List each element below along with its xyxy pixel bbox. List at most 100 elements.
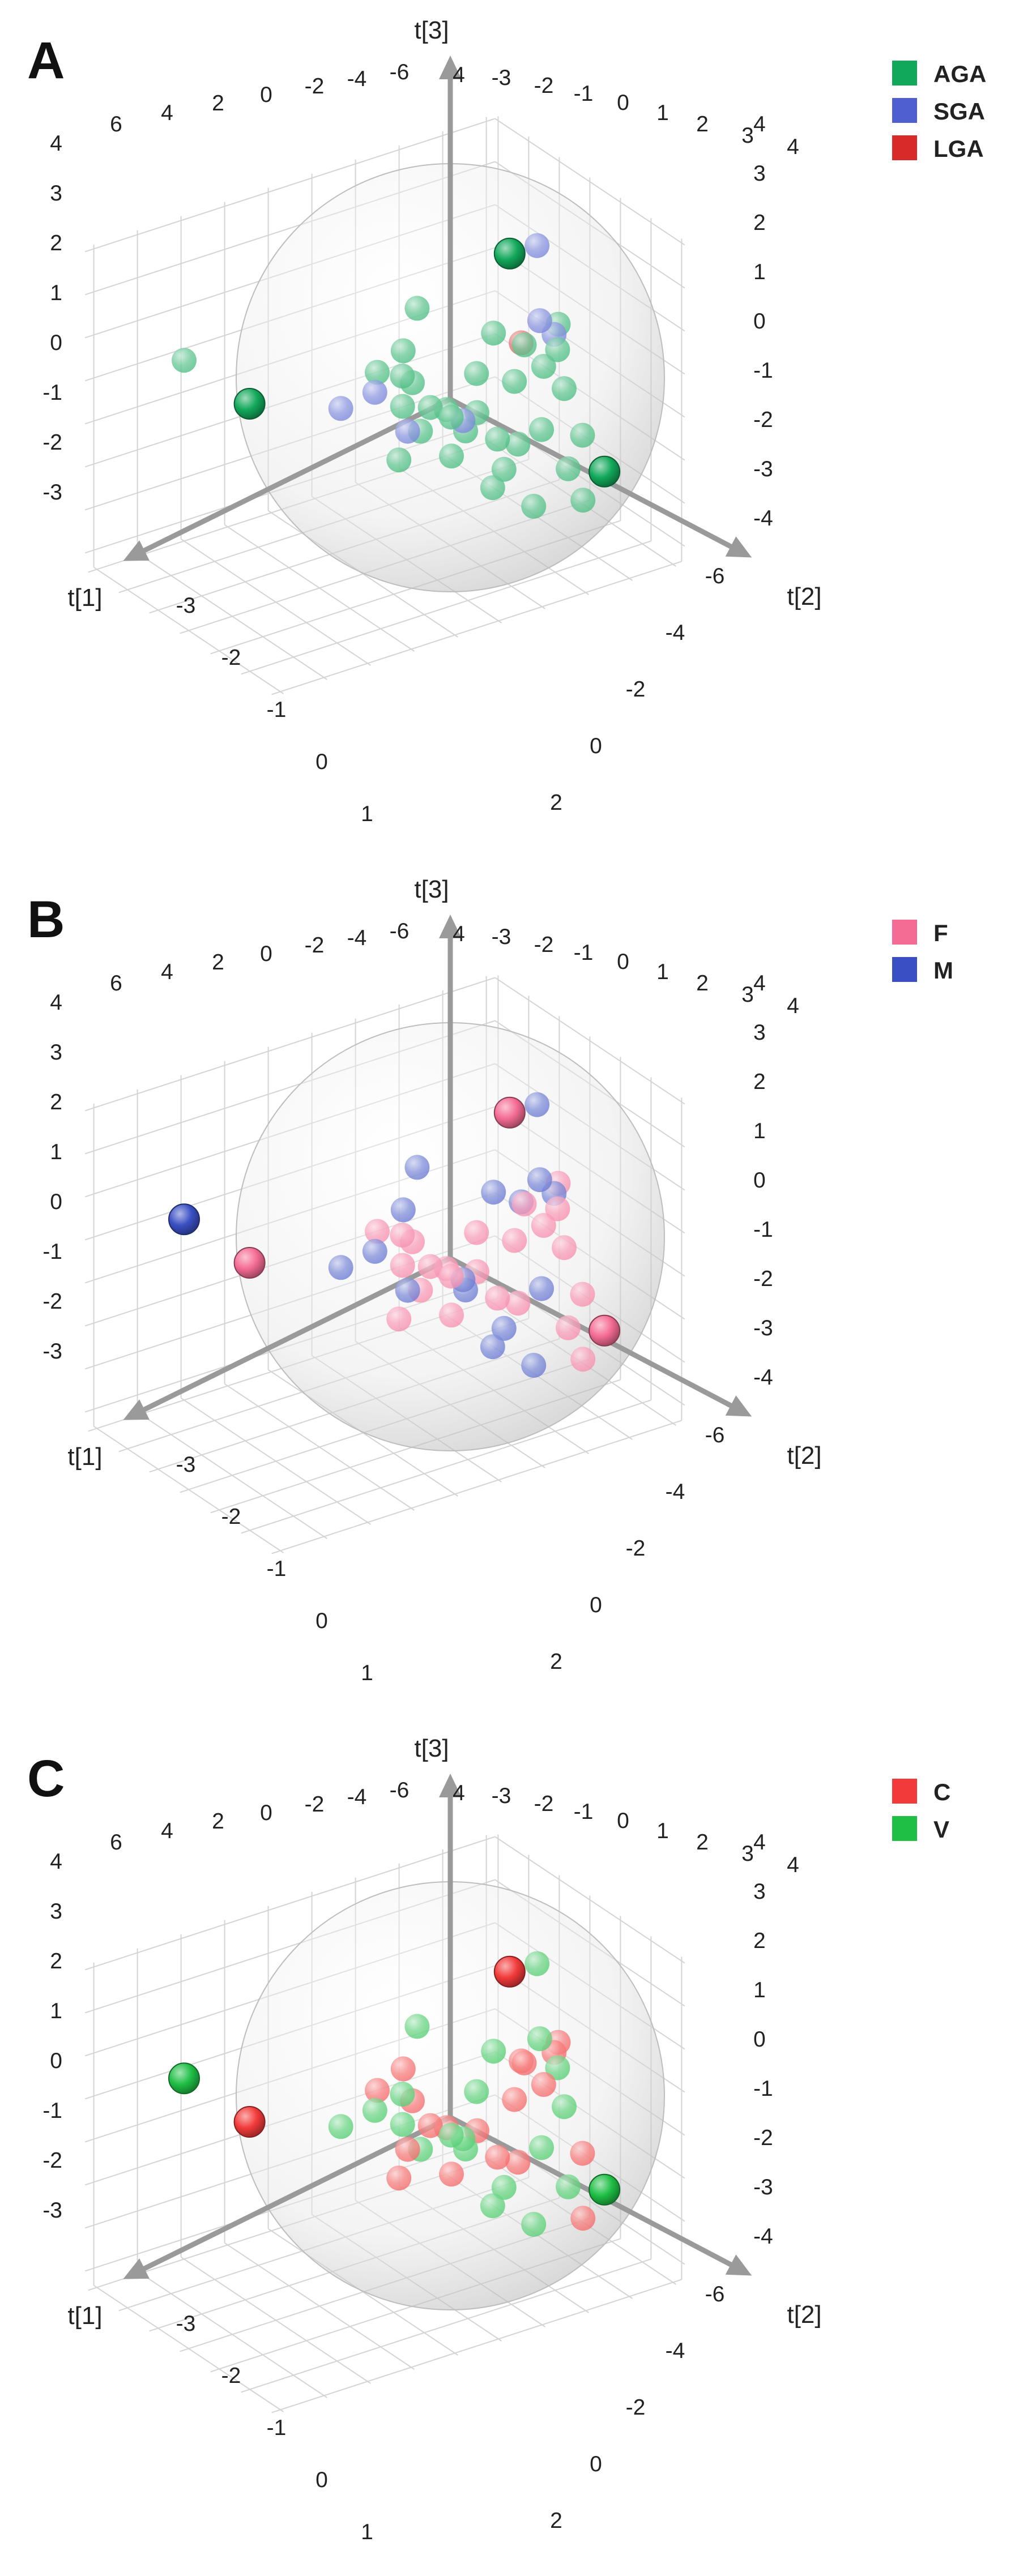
point-c (390, 2056, 416, 2082)
tick-right-z: -2 (753, 2126, 773, 2150)
tick-back-top: 1 (656, 1819, 669, 1843)
point-f (417, 1254, 443, 1279)
chart-canvas-a: At[3]t[1] t[2]6 4 2 0 -2 -4 -6 4 -3 -2 -1 0 1 2 3 443210… (27, 16, 986, 849)
point-m (525, 1092, 550, 1117)
point-v (521, 2212, 547, 2237)
tick-back-top: -3 (492, 925, 511, 949)
point-f (485, 1285, 510, 1311)
axis-label-t2: t[2] (787, 1442, 821, 1469)
tick-right-z: -2 (753, 1267, 773, 1291)
point-m (529, 1276, 554, 1301)
tick-back-top: 4 (787, 1853, 799, 1877)
tick-t2: 2 (550, 1650, 562, 1674)
point-m (328, 1255, 353, 1280)
tick-back-top: 0 (260, 942, 272, 966)
point-f (502, 1228, 527, 1253)
point-aga (390, 364, 415, 389)
point-m (527, 1167, 552, 1193)
tick-back-top: -6 (390, 60, 410, 84)
point-sga (525, 233, 550, 258)
tick-right-z: 2 (753, 1070, 766, 1094)
tick-right-z: 4 (753, 1830, 766, 1855)
point-aga (417, 395, 443, 420)
tick-t1: -3 (176, 1453, 196, 1477)
point-aga (438, 404, 464, 430)
point-f (365, 1219, 390, 1244)
tick-back-top: -4 (347, 1785, 367, 1809)
legend-swatch-aga (892, 61, 917, 86)
tick-right-z: 2 (753, 1929, 766, 1953)
legend: CV (892, 1779, 950, 1843)
legend-swatch-c (892, 1779, 917, 1804)
point-aga (552, 376, 577, 401)
axis-t3 (439, 1774, 462, 2120)
tick-left-z: -3 (42, 480, 62, 505)
tick-right-z: 3 (753, 161, 766, 186)
tick-t1: -1 (267, 698, 287, 722)
point-f (570, 1347, 596, 1372)
tick-back-top: 4 (787, 135, 799, 159)
point-v (491, 2175, 517, 2200)
highlight-point-f (493, 1096, 526, 1129)
tick-t1: 1 (361, 802, 373, 826)
point-v (552, 2094, 577, 2120)
legend-label-v: V (933, 1816, 949, 1843)
legend-label-sga: SGA (933, 98, 985, 125)
tick-t1: -2 (221, 1505, 241, 1529)
tick-t2: -6 (705, 2282, 725, 2306)
point-v (390, 2112, 415, 2137)
tick-right-z: 4 (753, 971, 766, 996)
point-f (505, 1291, 531, 1316)
tick-back-top: 0 (260, 83, 272, 107)
point-f (556, 1315, 581, 1340)
legend-swatch-sga (892, 98, 917, 123)
point-m (404, 1155, 430, 1180)
point-c (417, 2113, 443, 2138)
tick-t1: -2 (221, 646, 241, 670)
tick-back-top: 4 (453, 63, 465, 87)
tick-left-z: -3 (42, 2198, 62, 2223)
tick-back-top: 2 (212, 1809, 224, 1834)
tick-back-top: 6 (110, 971, 122, 996)
tick-back-top: 1 (656, 960, 669, 984)
point-v (556, 2174, 581, 2199)
point-c (439, 2161, 464, 2187)
tick-back-top: -2 (534, 74, 554, 98)
tick-back-top: -1 (574, 1800, 594, 1824)
panel-letter: C (27, 1750, 65, 1808)
axis-label-t3: t[3] (414, 1735, 449, 1762)
tick-left-z: 1 (50, 1140, 62, 1164)
tick-left-z: 4 (50, 990, 62, 1015)
tick-t2: 4 (510, 1706, 523, 1708)
tick-t2: -2 (626, 2395, 646, 2420)
point-aga (172, 348, 197, 373)
point-v (404, 2014, 430, 2039)
point-m (395, 1278, 420, 1303)
tick-left-z: -3 (42, 1339, 62, 1364)
tick-left-z: 3 (50, 181, 62, 206)
point-sga (395, 418, 420, 444)
tick-right-z: 0 (753, 309, 766, 334)
point-aga (481, 321, 506, 346)
tick-back-top: -1 (574, 941, 594, 965)
tick-back-top: -2 (534, 1792, 554, 1816)
axis-label-t3: t[3] (414, 16, 449, 44)
tick-t2: 2 (550, 2509, 562, 2533)
tick-left-z: -1 (42, 2099, 62, 2123)
highlight-point-v (168, 2062, 200, 2095)
point-v (464, 2079, 489, 2104)
tick-left-z: 2 (50, 1949, 62, 1973)
tick-t2: -4 (666, 1480, 685, 1504)
point-sga (527, 308, 552, 334)
legend: FM (892, 920, 953, 984)
tick-back-top: -2 (534, 933, 554, 957)
tick-t1: 0 (315, 750, 328, 774)
highlight-point-v (589, 2173, 621, 2206)
point-m (390, 1197, 416, 1223)
tick-left-z: 2 (50, 231, 62, 255)
point-c (395, 2137, 420, 2162)
point-c (531, 2072, 556, 2097)
